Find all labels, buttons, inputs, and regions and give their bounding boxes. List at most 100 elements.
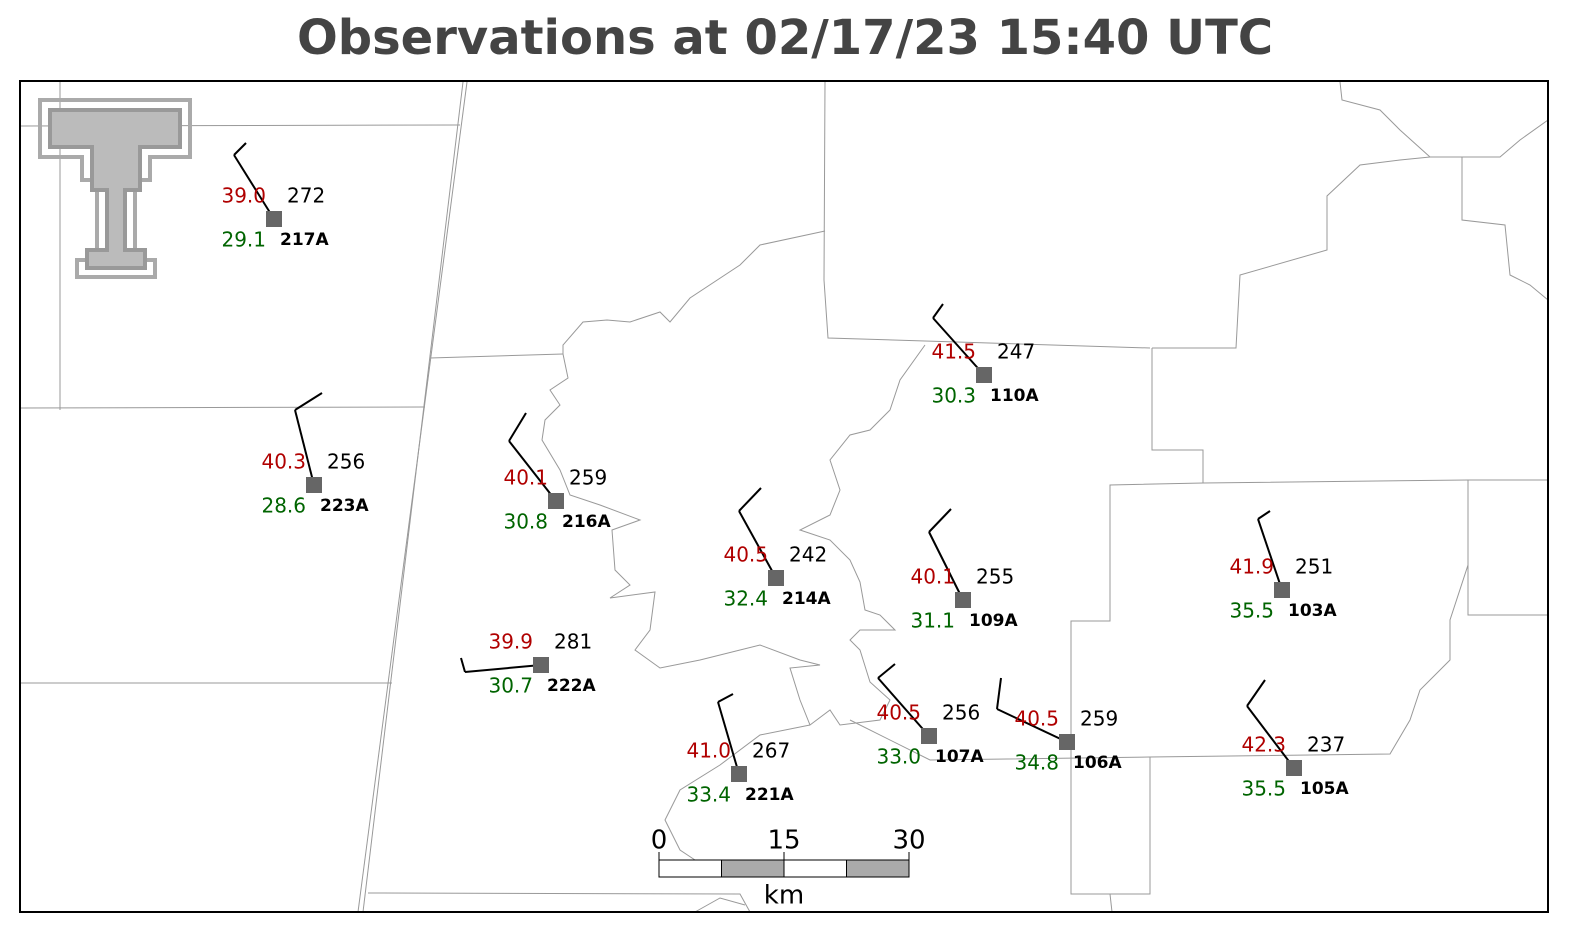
station: 41.9 35.5 251 103A — [1229, 510, 1337, 623]
wind-barb — [996, 677, 1002, 710]
station-value: 237 — [1307, 733, 1345, 757]
wind-staff — [508, 440, 557, 502]
wind-barb — [928, 508, 952, 533]
station-value: 242 — [789, 543, 827, 567]
wind-barb — [877, 663, 896, 679]
temperature: 40.5 — [876, 701, 921, 725]
temperature: 40.5 — [1014, 707, 1059, 731]
station: 41.0 33.4 267 221A — [686, 693, 794, 807]
dewpoint: 35.5 — [1241, 777, 1286, 801]
station-marker — [955, 592, 971, 608]
station-marker — [731, 766, 747, 782]
map-border — [19, 80, 1549, 913]
stations: 39.0 29.1 272 217A 40.3 28.6 256 223A 40.1 30.8 25… — [221, 142, 1349, 807]
dewpoint: 31.1 — [910, 609, 955, 633]
station-value: 256 — [327, 450, 365, 474]
station-id: 106A — [1073, 753, 1122, 773]
station-marker — [1274, 582, 1290, 598]
wind-staff — [932, 317, 985, 376]
dewpoint: 28.6 — [261, 494, 306, 518]
wind-staff — [996, 708, 1068, 743]
scale-label: 0 — [651, 826, 668, 856]
station-id: 107A — [935, 747, 984, 767]
temperature: 39.0 — [221, 184, 266, 208]
temperature: 40.3 — [261, 450, 306, 474]
station-id: 223A — [320, 496, 369, 516]
wind-staff — [877, 677, 930, 737]
temperature: 39.9 — [488, 630, 533, 654]
scale-segment — [783, 859, 847, 878]
station-marker — [1059, 734, 1075, 750]
temperature: 40.1 — [910, 565, 955, 589]
wind-barb — [460, 657, 466, 673]
station-id: 109A — [969, 611, 1018, 631]
wind-staff — [717, 701, 740, 775]
title: Observations at 02/17/23 15:40 UTC — [297, 10, 1273, 66]
wind-barb — [738, 487, 762, 512]
station-marker — [921, 728, 937, 744]
temperature: 40.1 — [503, 466, 548, 490]
wind-barb — [932, 303, 944, 319]
wind-staff — [464, 664, 542, 673]
station-value: 267 — [752, 739, 790, 763]
station-value: 247 — [997, 340, 1035, 364]
wind-staff — [294, 409, 315, 486]
station: 40.5 32.4 242 214A — [723, 487, 831, 611]
station-marker — [306, 477, 322, 493]
temperature: 41.5 — [931, 340, 976, 364]
dewpoint: 34.8 — [1014, 751, 1059, 775]
scale-segment — [658, 859, 722, 878]
wind-barb — [1246, 679, 1266, 707]
scale-label: 30 — [892, 826, 925, 856]
scale-segment — [846, 859, 910, 878]
scale-segment — [721, 859, 785, 878]
dewpoint: 30.8 — [503, 510, 548, 534]
station-id: 110A — [990, 386, 1039, 406]
scale-label: 15 — [767, 826, 800, 856]
station-id: 221A — [745, 785, 794, 805]
station: 42.3 35.5 237 105A — [1241, 679, 1349, 801]
dewpoint: 33.4 — [686, 783, 731, 807]
station-id: 103A — [1288, 601, 1337, 621]
station-value: 255 — [976, 565, 1014, 589]
temperature: 42.3 — [1241, 733, 1286, 757]
station-id: 216A — [562, 512, 611, 532]
scale-unit: km — [764, 881, 804, 911]
wind-barb — [1257, 510, 1271, 520]
wind-barb — [717, 693, 734, 703]
station: 39.0 29.1 272 217A — [221, 142, 329, 252]
scale-bar: 0 15 30 km — [651, 826, 926, 911]
station-id: 214A — [782, 589, 831, 609]
station: 40.1 30.8 259 216A — [503, 412, 611, 534]
logo — [38, 98, 192, 279]
wind-staff — [233, 154, 275, 220]
dewpoint: 29.1 — [221, 228, 266, 252]
temperature: 41.9 — [1229, 555, 1274, 579]
station: 40.3 28.6 256 223A — [261, 392, 369, 518]
station-marker — [1286, 760, 1302, 776]
station-value: 272 — [287, 184, 325, 208]
wind-staff — [738, 510, 777, 579]
dewpoint: 30.3 — [931, 384, 976, 408]
station-value: 259 — [1080, 707, 1118, 731]
wind-barb — [294, 392, 323, 411]
station: 40.5 34.8 259 106A — [996, 677, 1122, 775]
station-value: 259 — [569, 466, 607, 490]
station-value: 251 — [1295, 555, 1333, 579]
wind-barb — [233, 142, 247, 156]
wind-staff — [1246, 705, 1295, 769]
station-marker — [548, 493, 564, 509]
wind-barb — [508, 412, 527, 442]
station: 40.5 33.0 256 107A — [876, 663, 984, 769]
dewpoint: 35.5 — [1229, 599, 1274, 623]
station-value: 281 — [554, 630, 592, 654]
station-id: 217A — [280, 230, 329, 250]
station-marker — [768, 570, 784, 586]
dewpoint: 32.4 — [723, 587, 768, 611]
temperature: 40.5 — [723, 543, 768, 567]
station: 39.9 30.7 281 222A — [460, 630, 596, 698]
wind-staff — [928, 531, 964, 601]
station-marker — [976, 367, 992, 383]
station-marker — [533, 657, 549, 673]
